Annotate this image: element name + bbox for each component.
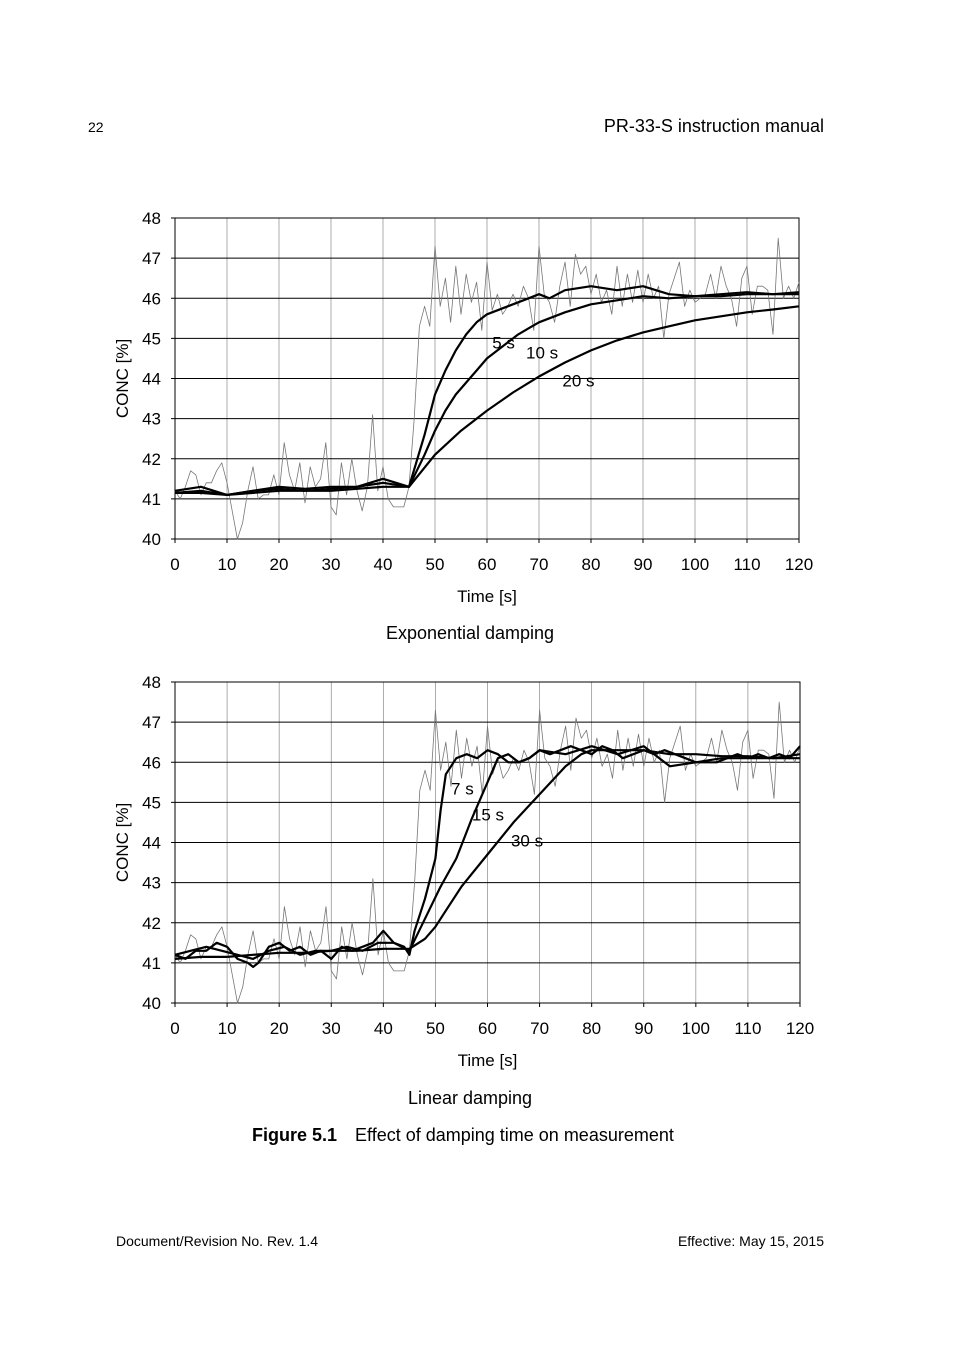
x-tick-label: 30 (322, 555, 341, 574)
x-tick-label: 60 (478, 555, 497, 574)
x-tick-label: 70 (530, 555, 549, 574)
x-tick-label: 0 (170, 1019, 179, 1038)
y-tick-label: 44 (142, 834, 161, 853)
raw-signal-line (174, 701, 801, 1004)
x-tick-label: 120 (785, 555, 813, 574)
x-tick-label: 100 (682, 1019, 710, 1038)
exponential-damping-caption: Exponential damping (385, 623, 555, 643)
y-tick-label: 43 (142, 410, 161, 429)
raw-signal-line (174, 237, 800, 540)
x-tick-label: 10 (218, 1019, 237, 1038)
y-tick-label: 45 (142, 793, 161, 812)
series-annotation: 5 s (492, 333, 515, 352)
y-tick-label: 42 (142, 914, 161, 933)
y-tick-label: 48 (142, 209, 161, 228)
series-line-30s (174, 749, 800, 960)
exponential-damping-chart: 0 10 20 30 40 50 60 70 80 90 100 110 120 40 41 42 43 44 45… (113, 209, 813, 606)
y-tick-label: 42 (142, 450, 161, 469)
series-annotation: 7 s (451, 779, 474, 798)
x-tick-label: 70 (530, 1019, 549, 1038)
x-tick-label: 30 (322, 1019, 341, 1038)
y-tick-label: 46 (142, 753, 161, 772)
figure-caption-text: Effect of damping time on measurement (355, 1125, 674, 1145)
x-tick-label: 90 (634, 1019, 653, 1038)
x-tick-label: 110 (733, 555, 760, 574)
x-tick-label: 100 (681, 555, 709, 574)
x-tick-label: 20 (270, 1019, 289, 1038)
series-annotation: 15 s (472, 805, 504, 824)
y-tick-label: 48 (142, 673, 161, 692)
y-tick-label: 44 (142, 370, 161, 389)
x-tick-label: 110 (734, 1019, 761, 1038)
series-annotation: 20 s (562, 372, 594, 391)
y-tick-label: 43 (142, 874, 161, 893)
x-tick-label: 50 (426, 1019, 445, 1038)
y-tick-label: 47 (142, 713, 161, 732)
series-line-20s (175, 305, 800, 496)
x-axis-label: Time [s] (458, 1051, 518, 1070)
y-tick-label: 40 (142, 530, 161, 549)
y-tick-label: 41 (142, 490, 161, 509)
linear-damping-caption: Linear damping (407, 1088, 533, 1108)
x-tick-label: 60 (478, 1019, 497, 1038)
series-annotation: 10 s (526, 343, 558, 362)
y-tick-label: 47 (142, 249, 161, 268)
series-line-5s (174, 285, 800, 496)
linear-damping-chart: 0 10 20 30 40 50 60 70 80 90 100 110 120 40 41 42 43 44 45… (113, 673, 814, 1070)
x-axis-label: Time [s] (457, 587, 517, 606)
series-annotation: 30 s (511, 832, 543, 851)
y-tick-label: 40 (142, 994, 161, 1013)
x-tick-label: 10 (218, 555, 237, 574)
x-tick-label: 40 (374, 555, 393, 574)
y-tick-label: 45 (142, 329, 161, 348)
page-number: 22 (88, 119, 104, 135)
footer-revision: Document/Revision No. Rev. 1.4 (116, 1233, 319, 1249)
figure-caption: Figure 5.1 Effect of damping time on meas… (252, 1125, 674, 1146)
x-tick-label: 50 (426, 555, 445, 574)
x-tick-label: 80 (582, 1019, 601, 1038)
series-line-7s (174, 745, 801, 969)
y-axis-label: CONC [%] (113, 339, 132, 418)
y-tick-label: 46 (142, 289, 161, 308)
series-line-15s (174, 745, 801, 961)
x-tick-label: 0 (170, 555, 179, 574)
x-tick-label: 40 (374, 1019, 393, 1038)
document-title: PR-33-S instruction manual (603, 116, 824, 136)
figure-number: Figure 5.1 (252, 1125, 338, 1145)
y-tick-label: 41 (142, 954, 161, 973)
x-tick-label: 80 (582, 555, 601, 574)
x-tick-label: 90 (634, 555, 653, 574)
y-axis-label: CONC [%] (113, 803, 132, 882)
footer-effective-date: Effective: May 15, 2015 (677, 1233, 824, 1249)
x-tick-label: 120 (786, 1019, 814, 1038)
x-tick-label: 20 (270, 555, 289, 574)
